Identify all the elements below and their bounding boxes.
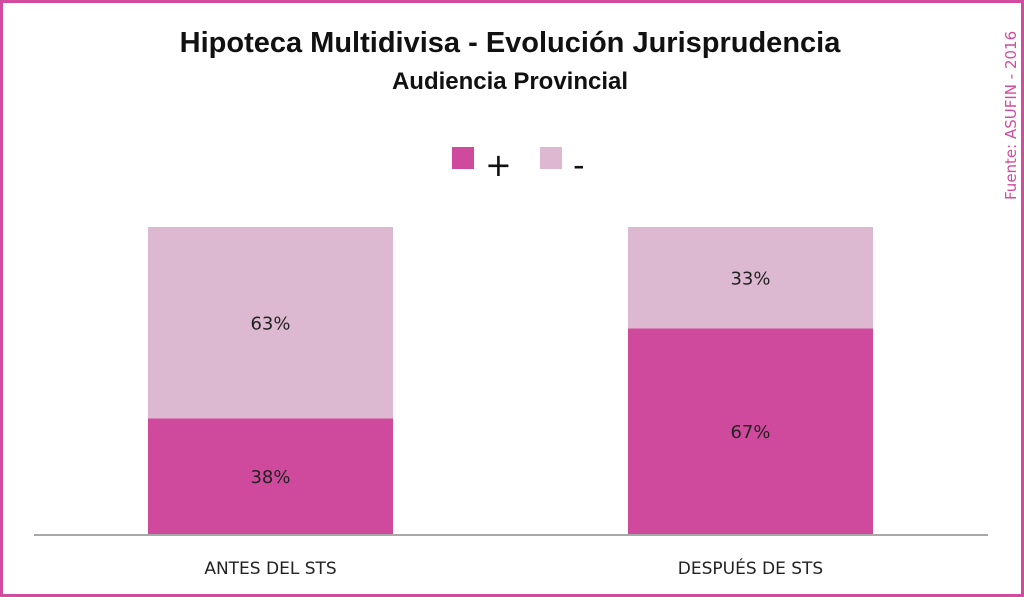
- data-label: 33%: [730, 269, 770, 290]
- chart-title: Hipoteca Multidivisa - Evolución Jurispr…: [179, 27, 841, 59]
- data-label: 63%: [250, 314, 290, 335]
- chart-subtitle: Audiencia Provincial: [391, 68, 629, 95]
- legend-label-plus: +: [485, 146, 512, 184]
- legend-label-minus: -: [573, 146, 585, 184]
- data-label: 38%: [250, 467, 290, 488]
- category-label: ANTES DEL STS: [204, 559, 336, 579]
- legend-swatch-plus: [452, 147, 474, 169]
- legend-swatch-minus: [540, 147, 562, 169]
- category-label: DESPUÉS DE STS: [678, 557, 823, 579]
- bar-antes-plus: [148, 418, 393, 534]
- data-label: 67%: [730, 422, 770, 443]
- bar-despues-plus: [628, 328, 873, 534]
- bar-despues-minus: [628, 227, 873, 329]
- bar-antes-minus: [148, 227, 393, 419]
